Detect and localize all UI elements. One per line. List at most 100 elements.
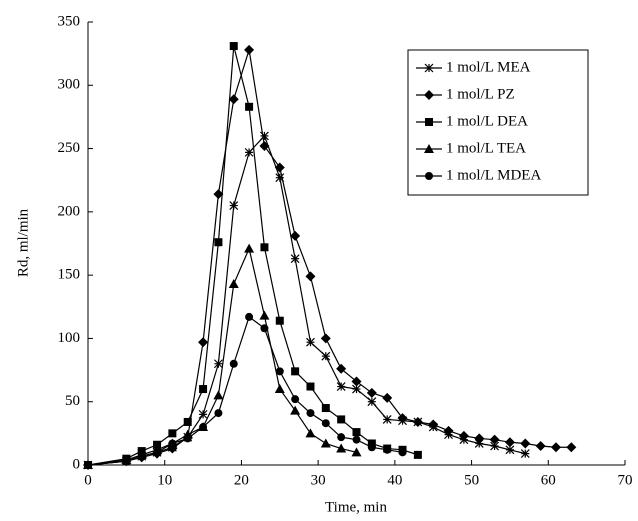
marker bbox=[244, 147, 254, 157]
marker bbox=[458, 430, 469, 441]
marker bbox=[84, 461, 92, 469]
marker bbox=[168, 439, 177, 448]
marker-stroke bbox=[290, 254, 300, 264]
marker-stroke bbox=[382, 415, 392, 424]
marker-stroke bbox=[198, 409, 208, 419]
marker bbox=[291, 367, 300, 376]
marker-stroke bbox=[505, 445, 515, 455]
x-tick-label: 0 bbox=[84, 472, 92, 488]
marker bbox=[183, 434, 192, 443]
legend-marker bbox=[424, 144, 434, 153]
marker bbox=[198, 409, 208, 419]
legend-marker bbox=[425, 118, 433, 126]
marker bbox=[244, 243, 255, 253]
marker bbox=[245, 312, 254, 321]
marker bbox=[504, 437, 515, 448]
marker bbox=[213, 390, 224, 400]
marker bbox=[213, 189, 224, 200]
marker bbox=[367, 443, 376, 452]
marker bbox=[443, 425, 454, 436]
marker bbox=[321, 404, 330, 413]
legend-label: 1 mol/L PZ bbox=[446, 86, 515, 102]
marker bbox=[291, 395, 300, 404]
marker bbox=[199, 385, 208, 394]
marker bbox=[183, 417, 192, 426]
marker bbox=[520, 449, 530, 459]
y-tick-label: 100 bbox=[58, 330, 81, 346]
marker bbox=[305, 428, 316, 438]
marker bbox=[306, 337, 315, 347]
legend: 1 mol/L MEA 1 mol/L PZ 1 mol/L DEA 1 mol/L … bbox=[407, 49, 589, 196]
marker bbox=[275, 367, 284, 376]
legend-marker bbox=[425, 172, 433, 180]
marker bbox=[213, 359, 223, 369]
marker bbox=[122, 457, 131, 466]
marker bbox=[397, 413, 408, 424]
marker-stroke bbox=[275, 173, 285, 183]
marker bbox=[229, 201, 239, 210]
marker bbox=[366, 387, 377, 398]
marker-stroke bbox=[520, 449, 530, 459]
marker bbox=[550, 442, 561, 453]
marker bbox=[382, 392, 393, 403]
legend-marker bbox=[424, 63, 434, 73]
marker-stroke bbox=[424, 63, 434, 73]
x-tick-label: 20 bbox=[234, 472, 249, 488]
y-tick-label: 250 bbox=[58, 140, 81, 156]
x-tick-label: 50 bbox=[464, 472, 479, 488]
legend-label: 1 mol/L TEA bbox=[446, 140, 526, 156]
marker bbox=[336, 382, 346, 391]
marker bbox=[153, 440, 162, 449]
marker bbox=[260, 131, 269, 141]
legend-marker bbox=[424, 90, 434, 100]
marker bbox=[352, 435, 361, 444]
x-tick-label: 10 bbox=[157, 472, 172, 488]
marker bbox=[228, 279, 239, 289]
marker bbox=[290, 230, 301, 241]
marker-stroke bbox=[490, 441, 500, 451]
y-tick-label: 350 bbox=[58, 13, 81, 29]
marker bbox=[382, 415, 392, 424]
marker bbox=[260, 324, 269, 333]
y-tick-label: 150 bbox=[58, 267, 81, 283]
marker bbox=[229, 359, 238, 368]
marker bbox=[228, 94, 239, 105]
marker bbox=[474, 433, 485, 444]
x-tick-label: 60 bbox=[541, 472, 556, 488]
marker bbox=[320, 333, 331, 344]
marker bbox=[153, 448, 162, 457]
marker bbox=[260, 243, 269, 252]
marker bbox=[168, 429, 177, 438]
legend-label: 1 mol/L MEA bbox=[446, 59, 531, 75]
marker bbox=[337, 433, 346, 442]
marker bbox=[306, 382, 315, 391]
marker bbox=[351, 376, 362, 387]
marker bbox=[259, 141, 270, 152]
marker bbox=[290, 254, 300, 264]
marker bbox=[229, 42, 238, 51]
marker bbox=[275, 316, 284, 325]
legend-label: 1 mol/L MDEA bbox=[446, 167, 541, 183]
marker bbox=[566, 442, 577, 453]
x-tick-label: 30 bbox=[311, 472, 326, 488]
marker bbox=[321, 351, 331, 361]
marker bbox=[305, 271, 316, 282]
y-axis-label: Rd, ml/min bbox=[15, 208, 31, 277]
marker bbox=[383, 445, 392, 454]
y-tick-label: 0 bbox=[73, 456, 81, 472]
marker bbox=[306, 409, 315, 418]
marker bbox=[520, 438, 531, 449]
marker-stroke bbox=[352, 384, 361, 394]
marker bbox=[351, 447, 362, 457]
marker bbox=[137, 452, 146, 461]
marker bbox=[413, 450, 422, 459]
marker bbox=[259, 310, 270, 320]
x-tick-label: 40 bbox=[387, 472, 402, 488]
marker bbox=[274, 384, 285, 394]
marker bbox=[398, 448, 407, 457]
legend-label: 1 mol/L DEA bbox=[446, 113, 528, 129]
marker bbox=[290, 405, 301, 415]
y-tick-label: 50 bbox=[65, 393, 80, 409]
marker-stroke bbox=[306, 337, 315, 347]
